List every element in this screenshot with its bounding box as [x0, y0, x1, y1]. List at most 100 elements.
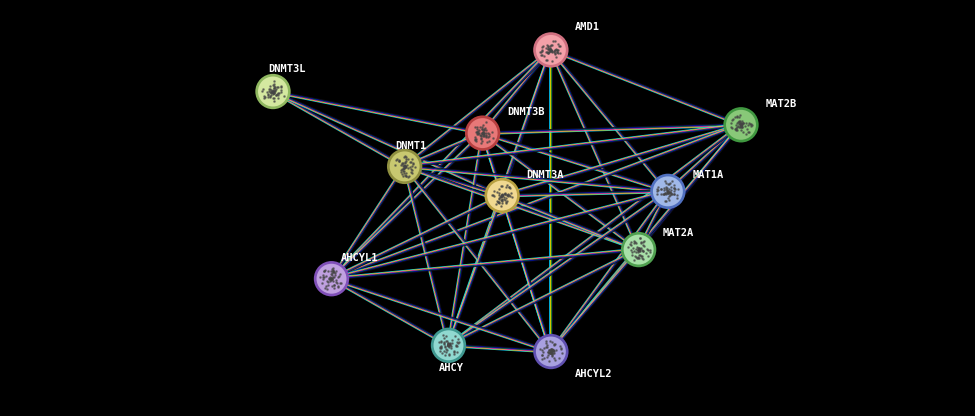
Point — [635, 248, 650, 255]
Point — [254, 88, 269, 94]
Circle shape — [255, 74, 291, 109]
Text: AHCYL2: AHCYL2 — [575, 369, 612, 379]
Point — [733, 121, 749, 127]
Point — [633, 253, 648, 260]
Point — [474, 126, 489, 133]
Point — [728, 124, 744, 131]
Point — [497, 191, 513, 197]
Point — [733, 123, 749, 129]
Point — [397, 163, 412, 170]
Point — [443, 340, 458, 347]
Point — [732, 111, 748, 118]
Point — [447, 347, 462, 354]
Point — [724, 116, 740, 123]
Point — [546, 347, 562, 354]
Point — [548, 54, 564, 61]
Point — [475, 130, 490, 136]
Point — [324, 275, 339, 282]
Point — [399, 173, 414, 180]
Point — [333, 279, 349, 286]
Circle shape — [258, 77, 288, 106]
Point — [657, 178, 673, 184]
Point — [551, 355, 566, 362]
Point — [538, 340, 554, 347]
Point — [493, 196, 509, 203]
Point — [731, 117, 747, 124]
Point — [662, 185, 678, 192]
Point — [436, 332, 451, 339]
Point — [448, 339, 464, 345]
Point — [636, 256, 651, 262]
Point — [536, 355, 552, 362]
Point — [323, 274, 338, 280]
Point — [740, 121, 756, 128]
Point — [733, 121, 749, 128]
Point — [437, 342, 452, 349]
Point — [266, 89, 282, 96]
Point — [491, 192, 507, 198]
Point — [324, 276, 339, 283]
Point — [474, 140, 489, 146]
Point — [494, 192, 510, 198]
Point — [324, 266, 339, 272]
Point — [318, 267, 333, 273]
Point — [502, 193, 518, 200]
Point — [648, 191, 664, 197]
Point — [539, 57, 555, 63]
Point — [655, 190, 671, 197]
Circle shape — [650, 174, 685, 209]
Circle shape — [488, 181, 517, 210]
Point — [546, 341, 562, 347]
Point — [494, 192, 510, 198]
Point — [630, 244, 645, 251]
Point — [534, 352, 550, 359]
Point — [539, 342, 555, 348]
Point — [326, 264, 341, 271]
Point — [493, 192, 509, 199]
Point — [732, 120, 748, 126]
Point — [397, 163, 412, 170]
Point — [650, 186, 666, 193]
Point — [539, 344, 555, 350]
Point — [326, 285, 341, 291]
Point — [628, 239, 644, 246]
Point — [324, 272, 339, 278]
Point — [660, 189, 676, 196]
Point — [268, 86, 284, 93]
Point — [388, 156, 404, 163]
Point — [476, 129, 491, 136]
Point — [493, 196, 509, 203]
Point — [551, 42, 566, 49]
Point — [743, 121, 759, 127]
Point — [276, 92, 292, 99]
Point — [658, 184, 674, 191]
Point — [473, 135, 488, 142]
Point — [326, 267, 341, 274]
Point — [543, 348, 559, 355]
Point — [534, 347, 550, 353]
Point — [325, 277, 340, 284]
Point — [546, 355, 562, 362]
Point — [629, 254, 644, 261]
Point — [669, 191, 684, 198]
Point — [662, 197, 678, 203]
Point — [477, 129, 492, 136]
Point — [267, 87, 283, 94]
Point — [387, 161, 403, 168]
Point — [496, 191, 512, 198]
Point — [635, 248, 650, 254]
Point — [630, 247, 645, 253]
Point — [656, 190, 672, 197]
Point — [401, 164, 416, 171]
Point — [265, 87, 281, 94]
Point — [634, 247, 649, 254]
Point — [544, 349, 560, 356]
Point — [396, 164, 411, 171]
Point — [262, 85, 278, 92]
Point — [666, 191, 682, 197]
Point — [499, 191, 515, 198]
Circle shape — [726, 110, 756, 140]
Point — [550, 47, 566, 53]
Point — [431, 338, 447, 345]
Point — [503, 190, 519, 196]
